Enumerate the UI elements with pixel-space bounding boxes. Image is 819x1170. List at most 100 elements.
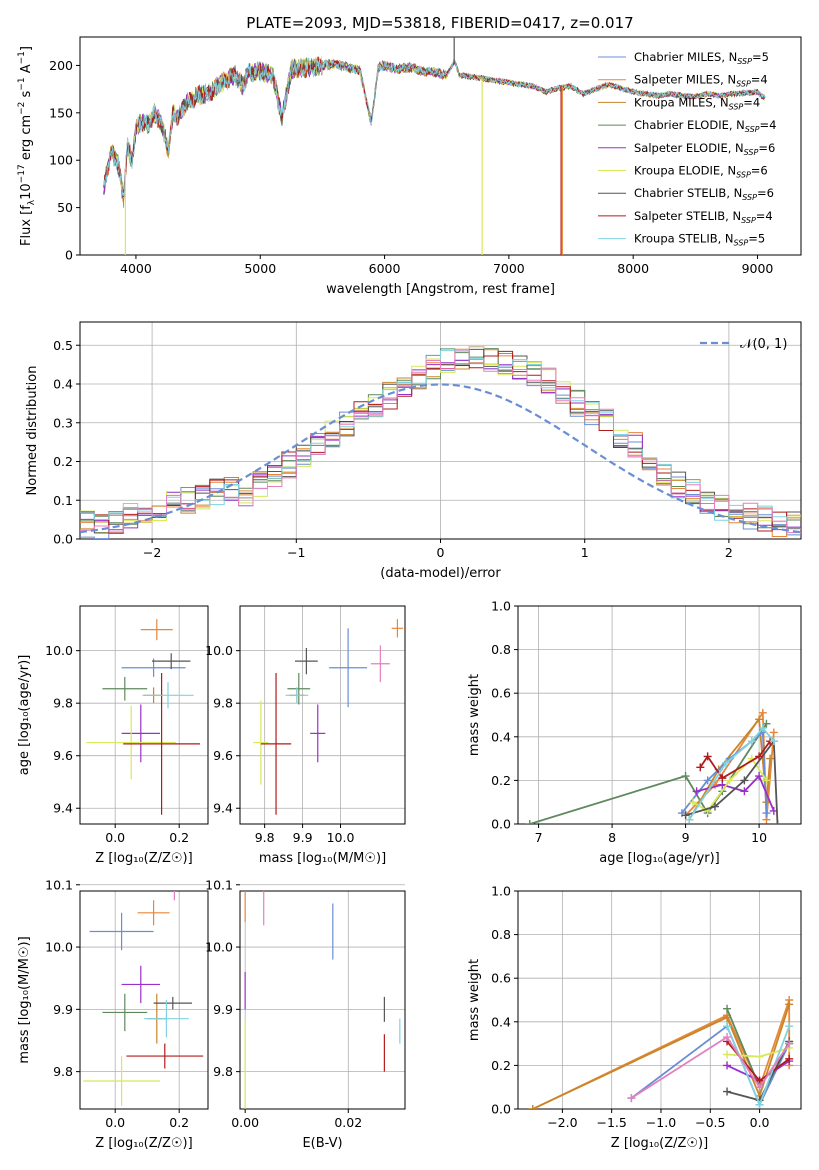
legend-main: Salpeter MILES, N [634, 73, 736, 87]
series-marker [723, 1061, 732, 1070]
spectrum-lines [103, 37, 766, 255]
series-marker [718, 774, 727, 783]
legend-sub: SSP [745, 125, 760, 134]
legend-label: Salpeter MILES, NSSP=4 [634, 73, 768, 89]
tick-label-y: 9.8 [213, 696, 233, 711]
series-marker [747, 737, 756, 746]
frame-mass_vs_Z [79, 890, 209, 1110]
series-marker [769, 728, 778, 737]
series-marker [769, 737, 778, 746]
xlabel-mass_weight_vs_age: age [log₁₀(age/yr)] [599, 851, 720, 866]
tick-label-x: 4000 [120, 261, 152, 276]
tick-label-x: 10.0 [327, 830, 355, 845]
legend-sub: SSP [729, 102, 744, 111]
legend-main: Salpeter ELODIE, N [634, 141, 744, 155]
errorbars-age_vs_Z [86, 619, 200, 815]
series-marker [785, 1022, 794, 1031]
frame-mass_vs_ebv [239, 890, 406, 1110]
xlabel-age_vs_Z: Z [log₁₀(Z/Z☉)] [95, 851, 192, 866]
tick-label-y: 200 [49, 58, 73, 73]
axes-spectrum: 4000 5000 6000 7000 8000 9000 0 50 100 150 200 wave… [17, 36, 802, 297]
tick-label-x: 0.2 [169, 1115, 189, 1130]
series-marker [785, 1000, 794, 1009]
series-marker [627, 1094, 636, 1103]
series-marker [758, 708, 767, 717]
series-line [532, 1004, 791, 1109]
ylabel-part: −17 [17, 164, 27, 183]
axes-age_vs_Z: 0.0 0.2 9.4 9.6 9.8 10.0 Z [log₁₀(Z/Z☉)] age [l… [17, 605, 209, 866]
tick-label-y: 50 [57, 200, 73, 215]
tick-label-x: 0.0 [105, 1115, 125, 1130]
series-marker [710, 802, 719, 811]
xlabel-spectrum: wavelength [Angstrom, rest frame] [326, 282, 555, 297]
axes-age_vs_mass: 9.8 9.9 10.0 9.4 9.6 9.8 10.0 mass [log₁₀(M/M☉)… [205, 605, 406, 866]
series-marker [525, 820, 534, 824]
tick-label-x: 9.9 [293, 830, 313, 845]
series-marker [762, 776, 771, 785]
series-marker [785, 1039, 794, 1048]
tick-label-y: 0.4 [491, 729, 511, 744]
xlabel-mass_vs_ebv: E(B-V) [302, 1136, 342, 1151]
series-marker [528, 1105, 537, 1109]
tick-label-y: 0.5 [53, 338, 73, 353]
errorbars-mass_vs_Z [83, 891, 204, 1106]
legend-sub: SSP [737, 57, 752, 66]
xlabel-age_vs_mass: mass [log₁₀(M/M☉)] [259, 851, 386, 866]
legend-label: Kroupa STELIB, NSSP=5 [634, 232, 765, 248]
legend-label: Kroupa ELODIE, NSSP=6 [634, 164, 768, 180]
tick-label-y: 10.0 [45, 940, 73, 955]
tick-label-x: 0.02 [334, 1115, 362, 1130]
series-marker [703, 776, 712, 785]
series-marker [692, 787, 701, 796]
ylabel-part: −1 [17, 77, 27, 90]
tick-label-y: 10.1 [205, 877, 233, 892]
frame-age_vs_Z [79, 605, 209, 825]
legend-tail: =4 [760, 118, 777, 132]
legend-tail: =4 [743, 95, 760, 109]
tick-label-y: 9.6 [213, 748, 233, 763]
legend-main: Salpeter STELIB, N [634, 209, 741, 223]
tick-label-x: −1.0 [646, 1115, 676, 1130]
tick-label-y: 0.2 [491, 1058, 511, 1073]
series-marker [725, 776, 734, 785]
tick-label-x: −2 [143, 545, 161, 560]
spectrum-line [103, 56, 766, 196]
tick-label-y: 0.6 [491, 971, 511, 986]
series-marker [755, 715, 764, 724]
legend-tail: =6 [758, 141, 775, 155]
tick-label-x: −1.5 [596, 1115, 626, 1130]
series-marker [723, 1033, 732, 1042]
ylabel-part: −2 [17, 102, 27, 115]
series-marker [785, 1054, 794, 1063]
panels-group: 4000 5000 6000 7000 8000 9000050100150200wave… [17, 36, 802, 1151]
legend-tail: =6 [751, 164, 768, 178]
tick-label-y: 10.1 [45, 877, 73, 892]
errorbars-age_vs_mass [253, 619, 404, 815]
tick-label-y: 0.4 [491, 1014, 511, 1029]
tick-label-x: 9 [682, 830, 690, 845]
legend-main: Kroupa MILES, N [634, 95, 729, 109]
tick-label-y: 0.8 [491, 927, 511, 942]
series-marker [723, 1004, 732, 1013]
tick-label-y: 9.9 [53, 1002, 73, 1017]
tick-label-y: 9.8 [213, 1064, 233, 1079]
tick-label-x: 7000 [493, 261, 525, 276]
tick-label-x: 8 [608, 830, 616, 845]
frame-age_vs_mass [239, 605, 406, 825]
series-marker [740, 787, 749, 796]
errorbars-mass_vs_ebv [244, 891, 401, 1109]
axes-mass_vs_ebv: 0.00 0.02 9.8 9.9 10.0 10.1 E(B-V) [205, 877, 406, 1151]
series-marker [688, 798, 697, 807]
series-marker [685, 815, 694, 824]
axes-residuals: −2 −1 0 1 2 0.0 0.1 0.2 0.3 0.4 0.5 (data-model)/er… [25, 321, 802, 581]
ylabel-part: −1 [17, 51, 27, 64]
xlabel-mass_vs_Z: Z [log₁₀(Z/Z☉)] [95, 1136, 192, 1151]
tick-label-x: 10 [751, 830, 767, 845]
legend-label: Chabrier STELIB, NSSP=6 [634, 186, 774, 202]
tick-label-y: 0.6 [491, 686, 511, 701]
legend-label: Chabrier ELODIE, NSSP=4 [634, 118, 776, 134]
legend-label: Salpeter ELODIE, NSSP=6 [634, 141, 775, 157]
series-marker [703, 752, 712, 761]
series-marker [755, 752, 764, 761]
